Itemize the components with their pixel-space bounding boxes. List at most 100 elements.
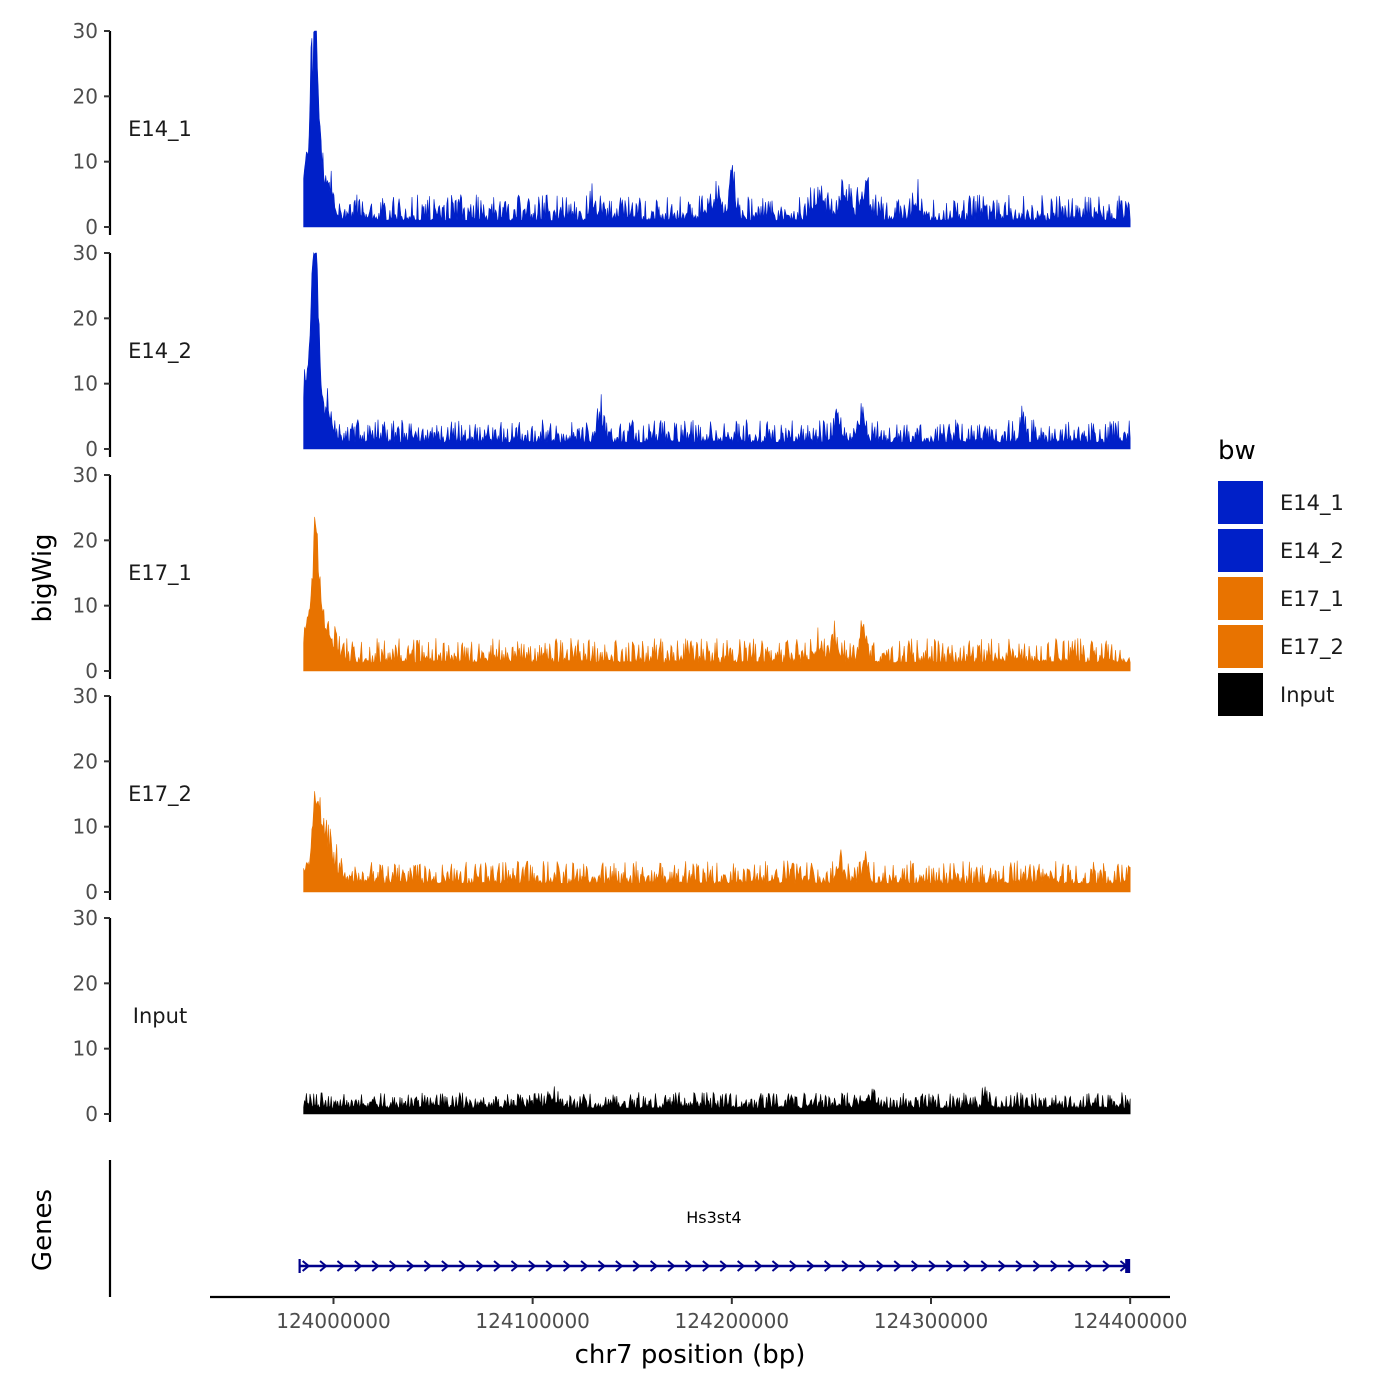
strand-arrow: [684, 1260, 693, 1272]
strand-arrow: [719, 1260, 728, 1272]
track-E14_2: 0 10 20 30 E14_2: [73, 241, 1131, 461]
strand-arrow: [945, 1260, 954, 1272]
strand-arrow: [371, 1260, 380, 1272]
strand-arrow: [754, 1260, 763, 1272]
x-tick-label: 124100000: [475, 1309, 590, 1333]
track-label: E14_1: [128, 117, 192, 142]
y-tick-label: 0: [85, 437, 98, 461]
legend-swatch: [1218, 577, 1263, 620]
strand-arrow: [893, 1260, 902, 1272]
legend-title: bw: [1218, 436, 1256, 466]
strand-arrow: [562, 1260, 572, 1272]
x-axis: 124000000 124100000 124200000 124300000 1244…: [210, 1295, 1187, 1333]
strand-arrow: [632, 1260, 641, 1272]
strand-arrow: [597, 1260, 606, 1272]
y-tick-label: 30: [73, 906, 98, 930]
strand-arrow: [493, 1260, 502, 1272]
y-tick-label: 0: [85, 659, 98, 683]
y-axis-title: bigWig: [28, 533, 58, 622]
signal-area-E14_1: [303, 30, 1131, 228]
strand-arrow: [997, 1260, 1007, 1272]
y-tick-label: 30: [73, 19, 98, 43]
y-tick-label: 10: [73, 150, 98, 174]
strand-arrow: [475, 1260, 485, 1272]
y-tick-label: 20: [73, 971, 98, 995]
legend-label: E14_1: [1280, 491, 1344, 516]
strand-arrow: [928, 1260, 937, 1272]
gene-label: Hs3st4: [686, 1208, 741, 1227]
y-tick-label: 0: [85, 215, 98, 239]
track-label: E17_2: [128, 782, 192, 807]
legend-swatch: [1218, 673, 1263, 716]
strand-arrow: [580, 1260, 589, 1272]
track-E14_1: 0 10 20 30 E14_1: [73, 19, 1131, 239]
y-tick-label: 0: [85, 880, 98, 904]
genes-axis-title: Genes: [28, 1189, 58, 1271]
x-tick-label: 124200000: [675, 1309, 790, 1333]
y-tick-label: 20: [73, 528, 98, 552]
strand-arrow: [876, 1260, 885, 1272]
strand-arrow: [823, 1260, 833, 1272]
legend-label: E17_1: [1280, 587, 1344, 612]
strand-arrow: [771, 1260, 780, 1272]
x-tick-label: 124000000: [276, 1309, 391, 1333]
y-tick-label: 30: [73, 463, 98, 487]
strand-arrow: [510, 1260, 519, 1272]
legend-swatch: [1218, 625, 1263, 668]
strand-arrow: [858, 1260, 867, 1272]
strand-arrow: [1067, 1260, 1076, 1272]
track-panels: 0 10 20 30 E14_1 0 10 20 30 E14_2 0 10 20 30 E17_1 0 10 2…: [73, 19, 1131, 1126]
strand-arrow: [806, 1260, 815, 1272]
legend-label: E14_2: [1280, 539, 1344, 564]
strand-arrow: [301, 1260, 311, 1272]
genes-panel: Hs3st4: [108, 1160, 1131, 1297]
y-tick-label: 0: [85, 1102, 98, 1126]
strand-arrow: [354, 1260, 363, 1272]
strand-arrow: [649, 1260, 659, 1272]
strand-arrow: [1119, 1260, 1128, 1272]
strand-arrow: [319, 1260, 328, 1272]
track-E17_1: 0 10 20 30 E17_1: [73, 463, 1131, 683]
y-tick-label: 10: [73, 372, 98, 396]
signal-area-E14_2: [303, 252, 1131, 450]
strand-arrow: [789, 1260, 798, 1272]
strand-arrow: [336, 1260, 345, 1272]
legend-label: Input: [1280, 683, 1334, 707]
legend-label: E17_2: [1280, 635, 1344, 660]
strand-arrow: [910, 1260, 920, 1272]
y-tick-label: 10: [73, 1037, 98, 1061]
strand-arrow: [667, 1260, 676, 1272]
strand-arrow: [1015, 1260, 1024, 1272]
strand-arrow: [406, 1260, 415, 1272]
y-tick-label: 20: [73, 84, 98, 108]
y-tick-label: 10: [73, 594, 98, 618]
track-label: Input: [133, 1004, 187, 1028]
strand-arrow: [545, 1260, 554, 1272]
legend: bw E14_1 E14_2 E17_1 E17_2 Input: [1218, 436, 1344, 716]
strand-arrow: [963, 1260, 972, 1272]
y-tick-label: 30: [73, 241, 98, 265]
track-label: E14_2: [128, 339, 192, 364]
strand-arrow: [980, 1260, 989, 1272]
x-axis-title: chr7 position (bp): [575, 1340, 806, 1370]
y-tick-label: 20: [73, 749, 98, 773]
y-tick-label: 20: [73, 306, 98, 330]
y-tick-label: 10: [73, 815, 98, 839]
strand-arrow: [702, 1260, 711, 1272]
strand-arrow: [458, 1260, 467, 1272]
y-tick-label: 30: [73, 684, 98, 708]
strand-arrow: [615, 1260, 624, 1272]
signal-area-E17_2: [303, 791, 1131, 893]
strand-arrow: [388, 1260, 398, 1272]
strand-arrow: [1032, 1260, 1041, 1272]
strand-arrow: [1084, 1260, 1094, 1272]
track-Input: 0 10 20 30 Input: [73, 906, 1131, 1126]
strand-arrow: [528, 1260, 537, 1272]
signal-area-E17_1: [303, 516, 1131, 672]
track-E17_2: 0 10 20 30 E17_2: [73, 684, 1131, 904]
legend-swatch: [1218, 529, 1263, 572]
strand-arrow: [441, 1260, 450, 1272]
strand-arrow: [736, 1260, 746, 1272]
x-tick-label: 124300000: [874, 1309, 989, 1333]
